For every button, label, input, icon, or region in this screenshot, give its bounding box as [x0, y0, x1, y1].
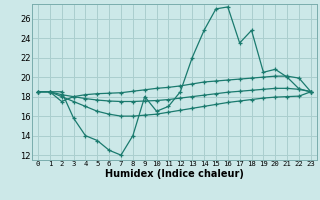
X-axis label: Humidex (Indice chaleur): Humidex (Indice chaleur): [105, 169, 244, 179]
